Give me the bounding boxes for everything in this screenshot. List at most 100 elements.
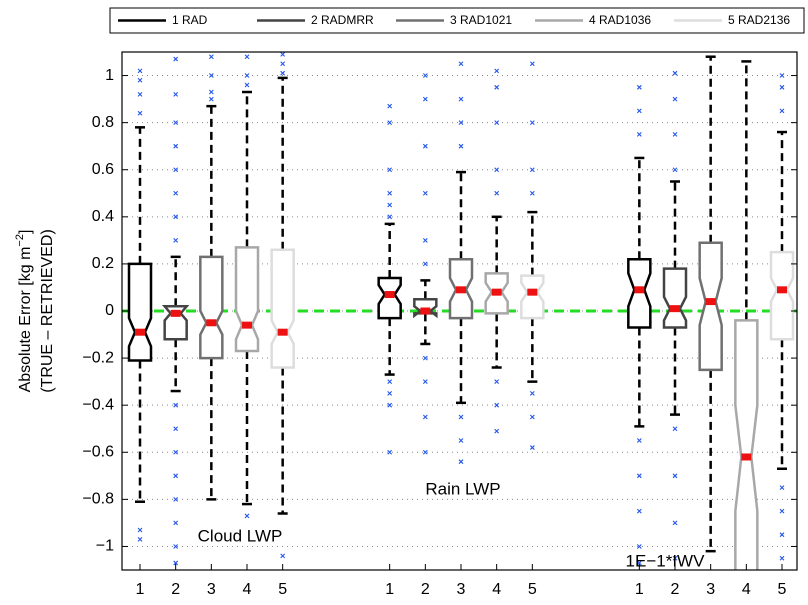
median [705, 298, 716, 306]
outlier [422, 237, 428, 243]
outlier [779, 485, 785, 490]
outlier [779, 73, 785, 78]
outlier [779, 555, 785, 561]
median [634, 286, 645, 294]
legend-label: 1 RAD [172, 13, 208, 27]
outlier [672, 132, 678, 137]
outlier [529, 167, 535, 173]
outlier [636, 473, 642, 479]
x-tick-label: 1 [385, 581, 394, 598]
group-label: Rain LWP [425, 479, 500, 498]
outlier [280, 70, 286, 76]
outlier [529, 414, 535, 420]
outlier [779, 532, 785, 538]
outlier [280, 52, 286, 57]
outlier [173, 520, 179, 526]
outlier [137, 527, 143, 533]
outlier [458, 96, 464, 102]
x-tick-label: 5 [278, 581, 287, 598]
outlier [173, 120, 179, 126]
outlier [494, 167, 500, 173]
y-tick-label: −1 [96, 538, 114, 555]
outlier [173, 449, 179, 455]
median [242, 321, 252, 329]
box [270, 248, 295, 369]
x-tick-label: 3 [706, 581, 715, 598]
box [698, 241, 723, 372]
median [277, 328, 288, 336]
outlier [173, 214, 179, 220]
box [377, 276, 402, 320]
median [527, 288, 538, 296]
outlier [173, 167, 179, 173]
outlier [529, 445, 535, 450]
outlier [494, 379, 500, 385]
legend-label: 3 RAD1021 [450, 13, 512, 27]
outlier [137, 91, 143, 97]
outlier [779, 508, 785, 514]
outlier [672, 96, 678, 102]
outlier [422, 414, 428, 420]
outlier [422, 379, 428, 385]
outlier [387, 449, 393, 455]
median [777, 286, 787, 294]
median [456, 286, 466, 294]
outlier [779, 108, 785, 114]
group-label: 1E−1*IWV [626, 551, 706, 570]
x-tick-label: 4 [492, 581, 501, 598]
outlier [208, 54, 214, 60]
y-axis-label-sup: −2 [14, 234, 26, 247]
outlier [458, 143, 464, 149]
outlier [387, 214, 393, 220]
outlier [137, 537, 143, 542]
plot-area [122, 52, 797, 570]
outlier [636, 438, 642, 443]
outlier [244, 513, 250, 519]
outlier [529, 190, 535, 196]
outlier [387, 190, 393, 196]
median [170, 309, 181, 317]
y-tick-label: 0 [105, 302, 114, 319]
box [234, 246, 260, 353]
outlier [636, 508, 642, 514]
outlier [173, 544, 179, 549]
outlier [672, 167, 678, 173]
y-tick-label: −0.6 [82, 443, 114, 460]
outlier [422, 143, 428, 149]
y-tick-label: 1 [105, 67, 114, 84]
outlier [494, 120, 500, 126]
outlier [387, 391, 393, 396]
x-tick-label: 2 [421, 581, 430, 598]
outlier [458, 459, 464, 465]
outlier [458, 438, 464, 443]
outlier [173, 237, 179, 243]
outlier [672, 473, 678, 479]
outlier [494, 68, 500, 74]
outlier [173, 91, 179, 97]
outlier [387, 167, 393, 173]
outlier [422, 96, 428, 102]
outlier [387, 379, 393, 385]
y-axis-label-text: Absolute Error [kg m [17, 247, 34, 393]
box [520, 274, 545, 320]
outlier [173, 402, 179, 408]
axes: −1 −0.8 −0.6 −0.4 −0.2 0 0.2 0.4 0.6 0.8 1 1 1 1 2 2 2 3 3… [82, 67, 797, 598]
x-tick-label: 5 [778, 581, 787, 598]
outlier [672, 520, 678, 526]
outlier [173, 143, 179, 149]
legend: 1 RAD 2 RADMRR 3 RAD1021 4 RAD1036 5 RAD2136 [118, 13, 790, 27]
outlier [494, 84, 500, 90]
box [199, 255, 224, 360]
y-tick-label: −0.8 [82, 491, 114, 508]
outlier [422, 73, 428, 78]
y-tick-label: 0.2 [92, 255, 114, 272]
y-axis-label-2: (TRUE – RETRIEVED) [39, 229, 56, 393]
y-axis-label-end: ] [17, 230, 34, 234]
outlier [779, 84, 785, 90]
x-tick-label: 4 [742, 581, 751, 598]
outlier [387, 202, 393, 208]
outlier [208, 89, 214, 95]
legend-label: 4 RAD1036 [589, 13, 651, 27]
outlier [387, 120, 393, 126]
